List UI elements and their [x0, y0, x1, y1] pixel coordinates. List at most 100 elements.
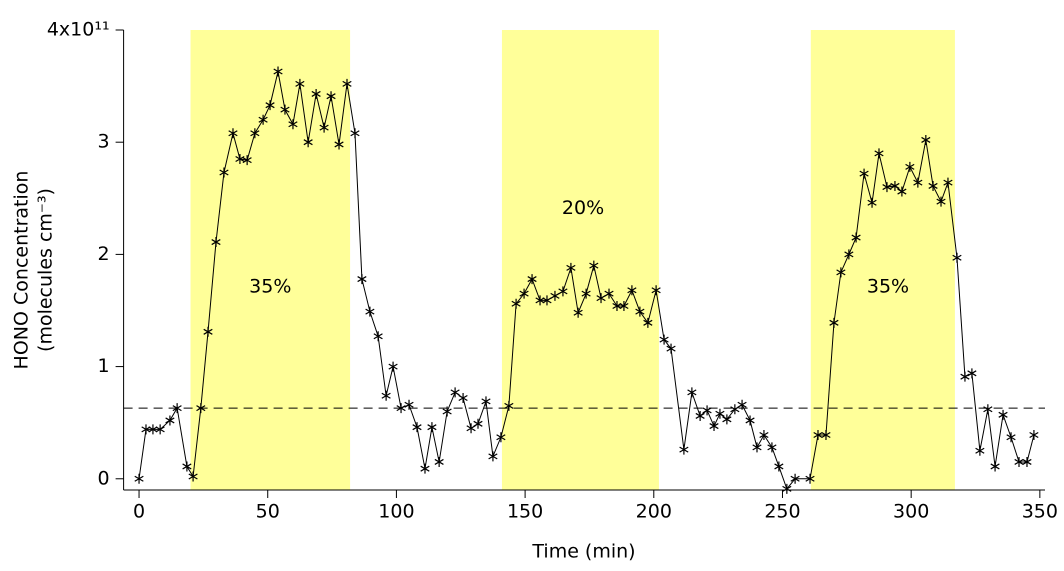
- data-point: [535, 295, 545, 306]
- data-point: [643, 317, 653, 328]
- data-point: [967, 368, 977, 379]
- data-point: [651, 285, 661, 296]
- y-tick-label: 3: [98, 131, 110, 153]
- data-point: [821, 430, 831, 441]
- data-point: [242, 155, 252, 166]
- data-point: [890, 180, 900, 191]
- data-point: [542, 295, 552, 306]
- data-point: [782, 483, 792, 494]
- data-point: [188, 471, 198, 482]
- data-point: [928, 180, 938, 191]
- data-line: [138, 71, 1035, 490]
- y-axis-title: (molecules cm⁻³): [35, 188, 57, 352]
- data-point: [148, 424, 158, 435]
- shaded-region: [501, 30, 659, 490]
- data-point: [420, 463, 430, 474]
- data-point: [874, 148, 884, 159]
- data-point: [396, 403, 406, 414]
- data-point: [836, 267, 846, 278]
- data-point: [342, 78, 352, 89]
- data-point: [412, 422, 422, 433]
- data-point: [759, 430, 769, 441]
- data-point: [165, 415, 175, 426]
- data-point: [350, 128, 360, 139]
- data-point: [182, 461, 192, 472]
- data-point: [211, 237, 221, 248]
- data-point: [265, 100, 275, 111]
- data-point: [596, 293, 606, 304]
- data-point: [496, 432, 506, 443]
- data-point: [867, 197, 877, 208]
- data-point: [481, 396, 491, 407]
- data-point: [1006, 432, 1016, 443]
- data-point: [813, 430, 823, 441]
- data-point: [619, 301, 629, 311]
- data-point: [844, 249, 854, 260]
- data-point: [679, 444, 689, 455]
- data-point: [897, 186, 907, 197]
- x-tick-label: 0: [133, 501, 145, 523]
- data-point: [687, 387, 697, 398]
- data-point: [990, 461, 1000, 472]
- data-point: [829, 317, 839, 328]
- data-point: [172, 403, 182, 414]
- data-point: [228, 128, 238, 139]
- data-point: [581, 288, 591, 299]
- data-point: [511, 298, 521, 309]
- data-point: [921, 134, 931, 145]
- data-point: [1014, 456, 1024, 467]
- data-point: [280, 104, 290, 115]
- data-point: [388, 361, 398, 372]
- data-point: [473, 418, 483, 429]
- data-point: [141, 424, 151, 435]
- data-point: [952, 252, 962, 263]
- data-point: [960, 371, 970, 382]
- data-point: [913, 177, 923, 188]
- data-point: [1022, 456, 1032, 467]
- y-axis-title: HONO Concentration: [11, 171, 33, 370]
- data-point: [612, 301, 622, 311]
- x-axis-title: Time (min): [531, 541, 635, 563]
- data-point: [767, 442, 777, 453]
- data-point: [442, 406, 452, 417]
- data-point: [882, 182, 892, 193]
- x-tick-label: 200: [636, 501, 672, 523]
- x-tick-label: 100: [378, 501, 414, 523]
- data-point: [589, 260, 599, 271]
- data-point: [709, 421, 719, 432]
- data-point: [558, 286, 568, 297]
- data-point: [1029, 430, 1039, 441]
- data-point: [752, 442, 762, 453]
- data-point: [404, 399, 414, 410]
- data-point: [504, 400, 514, 411]
- data-point: [357, 274, 367, 285]
- data-point: [295, 78, 305, 89]
- annotation: 35%: [867, 275, 909, 297]
- x-tick-label: 250: [764, 501, 800, 523]
- annotation: 20%: [562, 197, 604, 219]
- data-point: [573, 307, 583, 318]
- data-point: [983, 404, 993, 415]
- data-point: [319, 122, 329, 133]
- data-point: [219, 167, 229, 178]
- data-point: [805, 473, 815, 484]
- data-point: [488, 451, 498, 462]
- data-point: [155, 424, 165, 435]
- data-point: [722, 414, 732, 425]
- data-point: [659, 334, 669, 345]
- x-tick-label: 50: [256, 501, 280, 523]
- data-point: [326, 91, 336, 102]
- data-point: [381, 390, 391, 401]
- y-tick-label: 2: [98, 243, 110, 265]
- data-point: [373, 331, 383, 342]
- data-point: [790, 473, 800, 484]
- data-point: [627, 285, 637, 296]
- data-point: [303, 137, 313, 148]
- data-point: [250, 128, 260, 139]
- data-point: [311, 88, 321, 99]
- data-point: [203, 326, 213, 337]
- shaded-region: [810, 30, 955, 490]
- y-tick-label: 0: [98, 467, 110, 489]
- data-point: [466, 423, 476, 434]
